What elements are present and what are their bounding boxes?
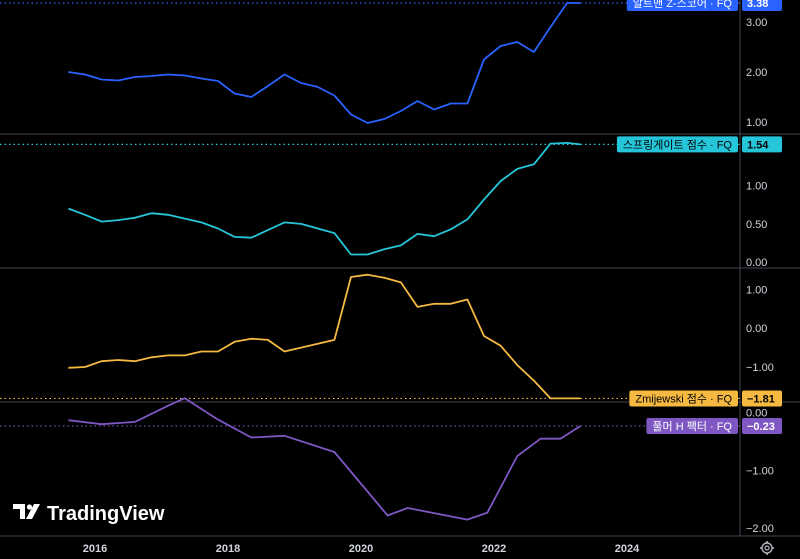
- y-tick-label: 0.00: [746, 408, 767, 420]
- x-tick-label: 2024: [615, 543, 640, 555]
- y-tick-label: 3.00: [746, 17, 767, 29]
- series-line: [68, 397, 581, 521]
- series-title-label: Zmijewski 점수 · FQ: [629, 390, 738, 407]
- pane-1: 3.00 2.00 1.00 알트맨 Z-스코어 · FQ 3.38: [0, 0, 782, 129]
- last-value-badge: 1.54: [742, 136, 782, 153]
- y-tick-label: 2.00: [746, 67, 767, 79]
- y-tick-label: 1.00: [746, 284, 767, 296]
- y-tick-label: 0.50: [746, 219, 767, 231]
- pane-2: 1.00 0.50 0.00 스프링게이트 점수 · FQ 1.54: [0, 136, 782, 269]
- brand-logo: TradingView: [13, 503, 165, 525]
- x-tick-label: 2022: [482, 543, 506, 555]
- series-title: 풀머 H 팩터 · FQ: [652, 420, 732, 433]
- y-tick-label: −2.00: [746, 523, 774, 535]
- series-title: 알트맨 Z-스코어 · FQ: [633, 0, 733, 10]
- pane-3: 1.00 0.00 −1.00 Zmijewski 점수 · FQ −1.81: [0, 273, 782, 407]
- gear-icon[interactable]: [760, 541, 774, 555]
- series-title-label: 알트맨 Z-스코어 · FQ: [626, 0, 738, 11]
- last-value: −0.23: [747, 421, 775, 433]
- x-tick-label: 2018: [216, 543, 240, 555]
- last-value-badge: 3.38: [742, 0, 782, 11]
- x-tick-label: 2016: [83, 543, 107, 555]
- y-tick-label: 1.00: [746, 181, 767, 193]
- last-value: 1.54: [747, 139, 769, 151]
- pane-4: 0.00 −1.00 −2.00 풀머 H 팩터 · FQ −0.23: [0, 397, 782, 535]
- series-title: Zmijewski 점수 · FQ: [635, 392, 732, 405]
- x-axis: 2016 2018 2020 2022 2024: [83, 543, 640, 555]
- series-line: [68, 273, 581, 400]
- series-line: [68, 2, 581, 124]
- y-tick-label: −1.00: [746, 362, 774, 374]
- last-value: 3.38: [747, 0, 768, 10]
- y-tick-label: 1.00: [746, 117, 767, 129]
- y-tick-label: −1.00: [746, 465, 774, 477]
- tradingview-logo-icon: [13, 504, 40, 519]
- series-title: 스프링게이트 점수 · FQ: [623, 138, 733, 151]
- y-tick-label: 0.00: [746, 323, 767, 335]
- y-tick-label: 0.00: [746, 257, 767, 269]
- last-value: −1.81: [747, 393, 775, 405]
- last-value-badge: −1.81: [742, 390, 782, 407]
- x-tick-label: 2020: [349, 543, 373, 555]
- last-value-badge: −0.23: [742, 417, 782, 434]
- brand-name: TradingView: [47, 503, 165, 525]
- series-line: [68, 141, 581, 256]
- series-title-label: 스프링게이트 점수 · FQ: [616, 136, 738, 153]
- series-title-label: 풀머 H 팩터 · FQ: [646, 417, 738, 434]
